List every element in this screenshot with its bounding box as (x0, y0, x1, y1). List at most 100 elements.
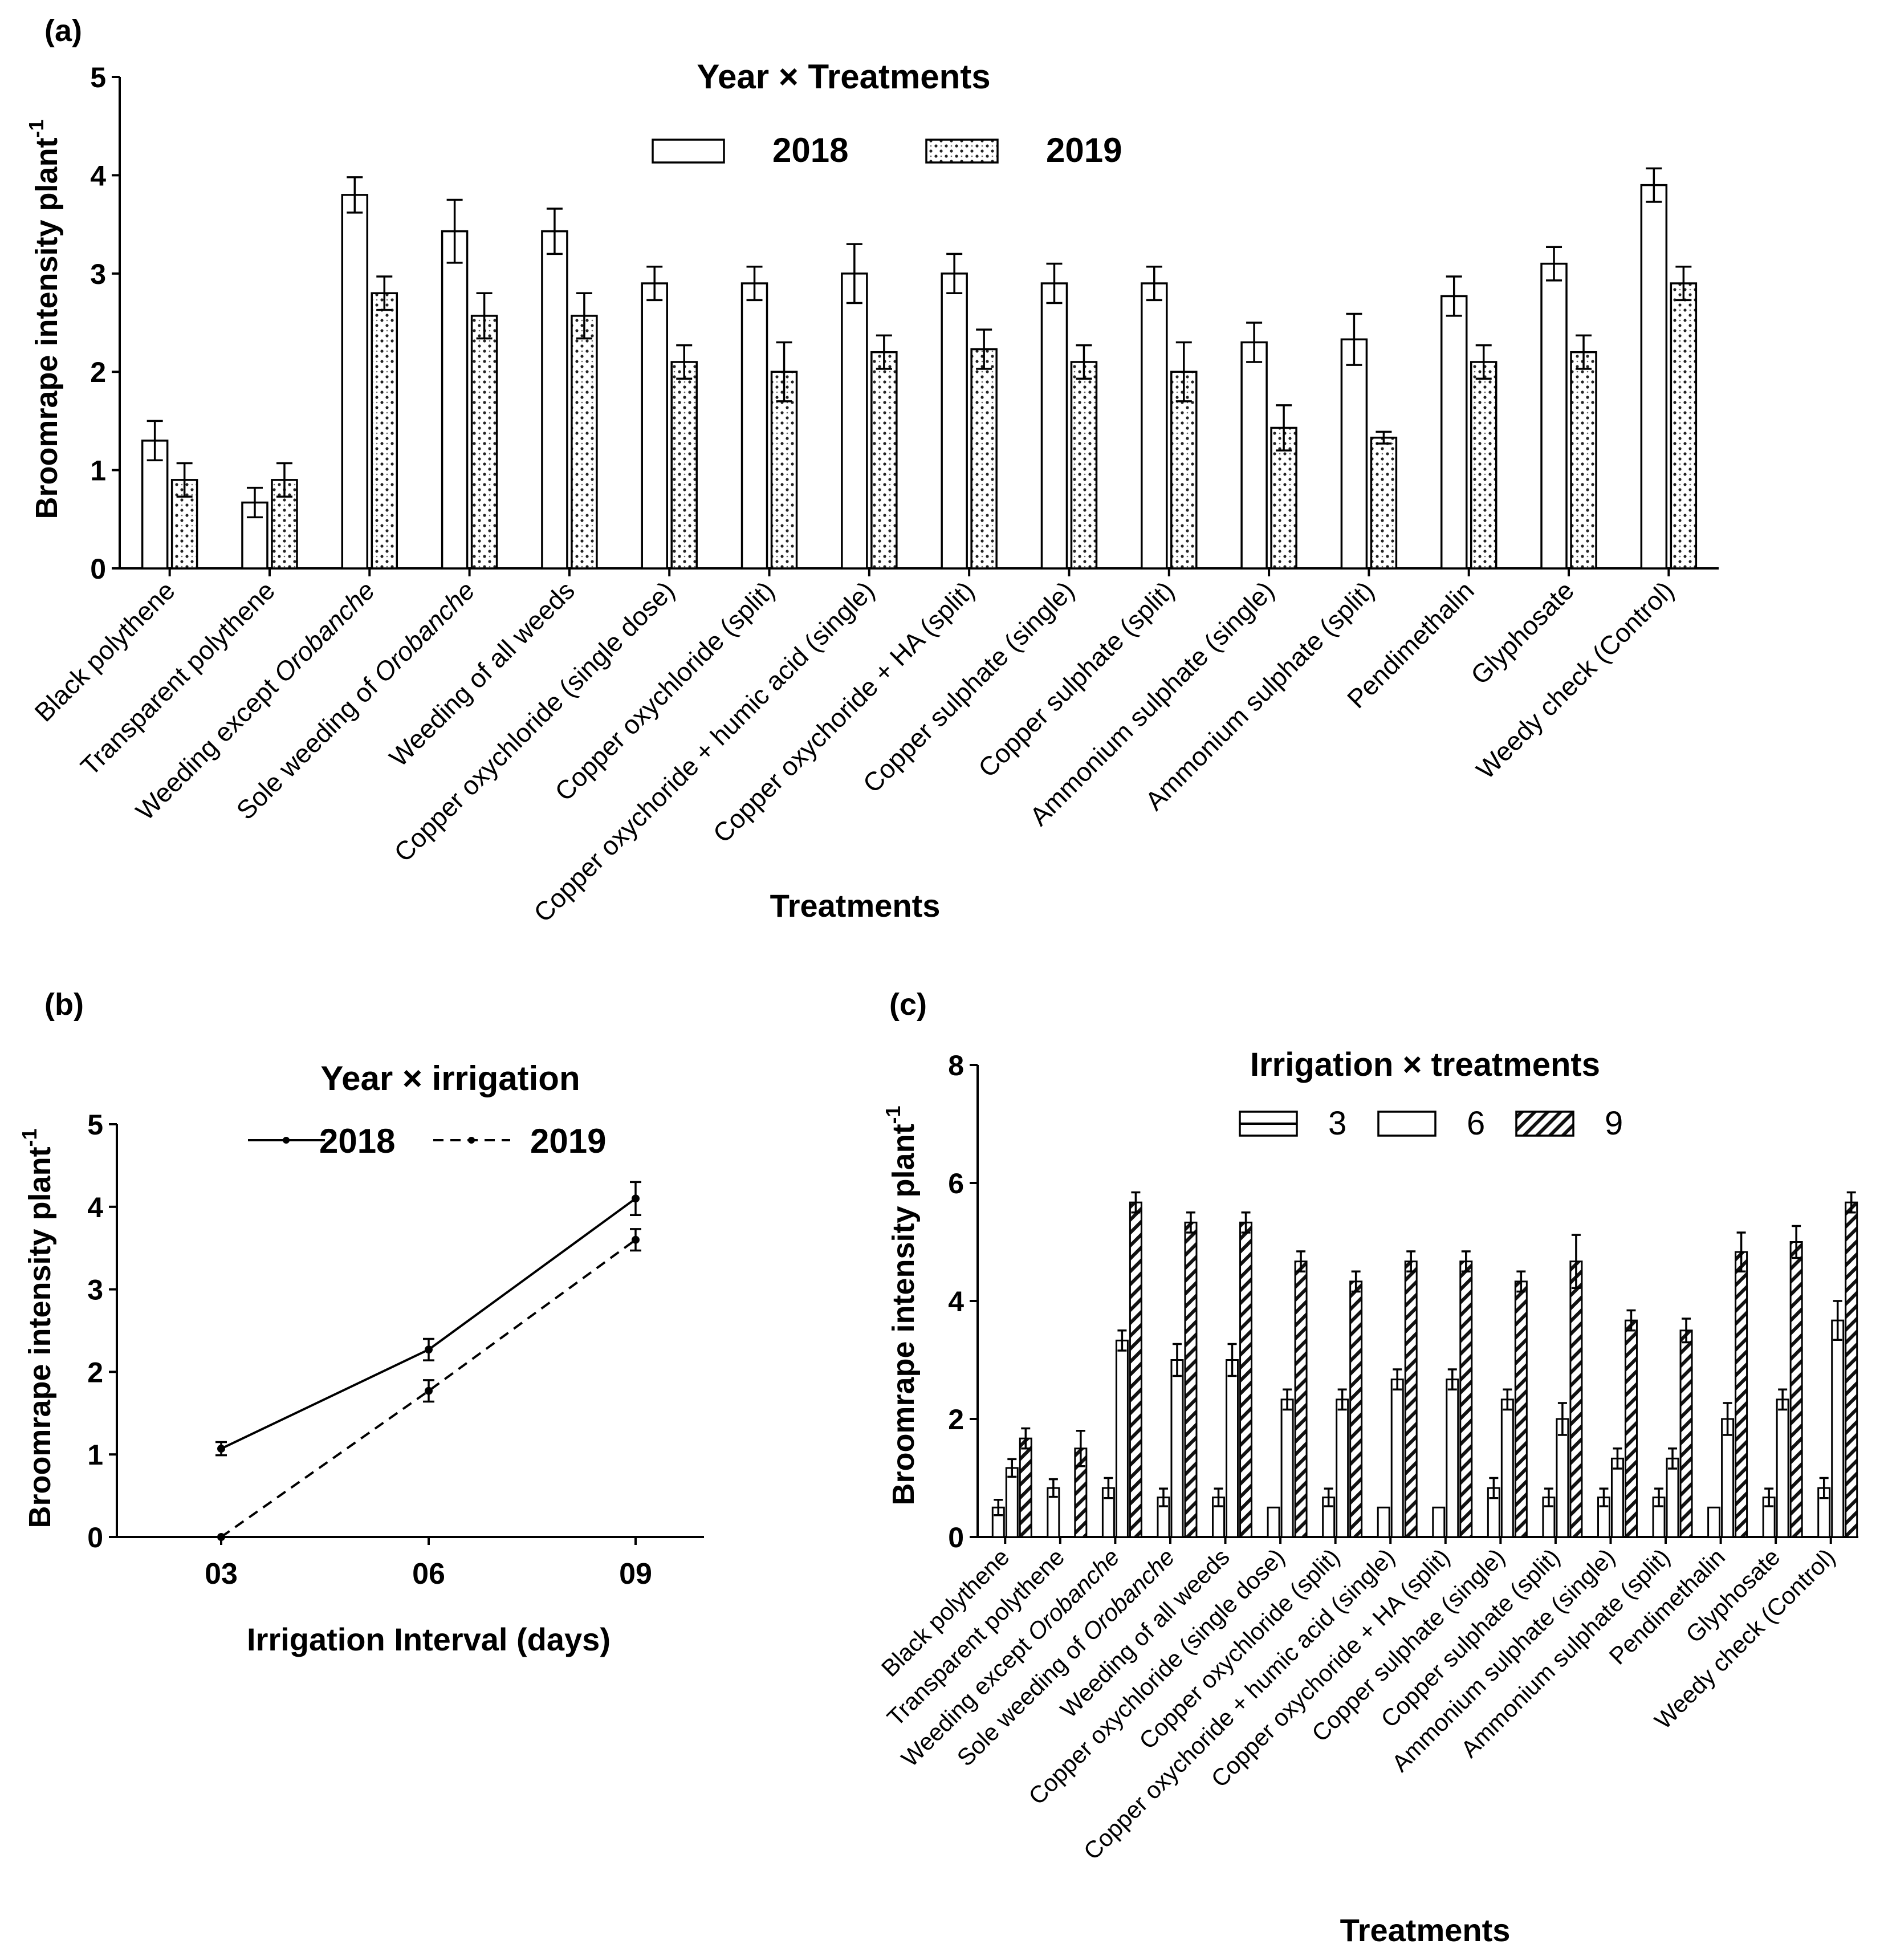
panel-c-ylabel: Broomrape intensity plant-1 (881, 1105, 921, 1505)
panel-c-legend-label: 3 (1328, 1105, 1346, 1142)
panel-c-bar-6 (1377, 1506, 1390, 1538)
panel-a-bar-2018 (641, 282, 668, 570)
panel-a-bar-2018 (441, 230, 469, 570)
panel-a-bar-2018 (1640, 184, 1668, 570)
panel-c-bar-6b (1005, 1467, 1019, 1538)
panel-a-bar-2018 (1240, 341, 1268, 570)
panel-c-bar-9 (1624, 1319, 1638, 1538)
panel-a-bar-2018 (1540, 262, 1568, 570)
panel-a-x-tick-label-text: Copper oxychoride + humic acid (single) (528, 575, 880, 928)
panel-c-bar-6 (1707, 1506, 1721, 1538)
panel-c-bar-9 (1569, 1260, 1583, 1538)
panel-c-xlabel: Treatments (1340, 1912, 1511, 1948)
panel-a-y-tick-label: 4 (90, 160, 106, 192)
panel-c-legend-swatch-9 (1515, 1111, 1574, 1137)
panel-c-bar-9 (1019, 1437, 1032, 1538)
panel-c-legend: 3 6 9 (1239, 1105, 1623, 1142)
panel-c-bar-9 (1514, 1280, 1528, 1538)
panel-c-bar-6b (1390, 1378, 1404, 1538)
panel-c-bar-9 (1129, 1201, 1142, 1538)
panel-b-xlabel: Irrigation Interval (days) (247, 1621, 611, 1657)
panel-a-bar-2019 (670, 361, 698, 570)
panel-b-legend: 2018 2019 (248, 1122, 606, 1160)
panel-b-legend-label: 2019 (530, 1122, 606, 1160)
panel-c-bar-6b (1721, 1418, 1735, 1538)
panel-a-bar-2018 (1340, 338, 1368, 570)
panel-b-title: Year × irrigation (320, 1059, 580, 1097)
panel-a-bar-2019 (970, 348, 998, 570)
panel-c-bar-6b (1776, 1398, 1789, 1538)
panel-b-legend-label: 2018 (319, 1122, 395, 1160)
panel-a-x-tick-label: Weeding of all weeds (384, 575, 580, 772)
panel-c-bar-6b (1446, 1378, 1459, 1538)
panel-c-y-tick-label: 0 (948, 1522, 964, 1554)
panel-a-bar-2018 (1141, 282, 1168, 570)
panel-b-y-tick-label: 3 (87, 1274, 103, 1306)
panel-b-x-tick-label: 03 (205, 1558, 238, 1591)
panel-a-bar-2018 (541, 230, 568, 570)
panel-b-y-tick-label: 4 (87, 1192, 103, 1223)
panel-c-bar-6b (1556, 1418, 1569, 1538)
panel-c-bar-9 (1239, 1221, 1253, 1538)
panel-c-bar-6b (1226, 1359, 1239, 1538)
panel-a-y-tick-label: 2 (90, 356, 106, 388)
panel-a-y-tick-label: 0 (90, 553, 106, 585)
panel-b-label: (b) (44, 987, 84, 1022)
panel-c-bar-9 (1294, 1260, 1308, 1538)
panel-c-title: Irrigation × treatments (1250, 1046, 1600, 1083)
panel-a-bar-2019 (571, 315, 598, 570)
panel-c-y-tick-label: 6 (948, 1168, 964, 1199)
panel-c-bar-6b (1170, 1359, 1184, 1538)
panel-a-legend-swatch-2019 (925, 139, 999, 164)
panel-c-bars (991, 1191, 1858, 1538)
panel-a-label: (a) (44, 14, 82, 48)
panel-b-point-2019 (217, 1533, 225, 1541)
panel-c-y-tick-label: 8 (948, 1050, 964, 1081)
panel-a-x-tick-label-text: Transparent polythene (75, 575, 280, 781)
panel-a-bar-2019 (1170, 371, 1198, 570)
panel-b-y-tick-label: 0 (87, 1522, 103, 1554)
panel-a-bar-2018 (1040, 282, 1068, 570)
panel-a-ylabel: Broomrape intensity plant-1 (25, 119, 64, 519)
panel-a: (a) Year × Treatments 2018 2019 0 1 2 3 4 5 Bl… (25, 14, 1719, 928)
panel-a-bar-2018 (1440, 295, 1468, 570)
panel-c-y-tick-label: 2 (948, 1404, 964, 1436)
panel-c-bar-6b (1280, 1398, 1294, 1538)
panel-c-bar-9 (1404, 1260, 1418, 1538)
panel-c-bar-9 (1735, 1251, 1748, 1538)
panel-a-legend: 2018 2019 (652, 131, 1122, 169)
panel-a-bar-2019 (1570, 351, 1597, 570)
panel-c-legend-label: 6 (1467, 1105, 1485, 1142)
panel-c-y-tick-label: 4 (948, 1286, 964, 1317)
panel-b-ylabel: Broomrape intensity plant-1 (18, 1128, 57, 1528)
panel-b-line-2018 (221, 1197, 637, 1450)
panel-a-y-tick-label: 3 (90, 258, 106, 290)
panel-a-bar-2018 (941, 273, 968, 570)
panel-a-bar-2019 (1370, 436, 1398, 570)
panel-a-bar-2019 (371, 292, 398, 570)
panel-a-x-tick-label-text: Weeding of all weeds (384, 575, 580, 772)
panel-a-x-tick-label-text: Weedy check (Control) (1470, 575, 1679, 784)
panel-b-axes: 0 1 2 3 4 5 03 06 09 (87, 1109, 704, 1591)
panel-c-bar-9 (1845, 1201, 1858, 1538)
panel-a-x-tick-label: Transparent polythene (75, 575, 280, 781)
panel-a-bar-2018 (341, 194, 369, 570)
panel-a-x-tick-label: Weedy check (Control) (1470, 575, 1679, 784)
panel-c-legend-swatch-6 (1377, 1111, 1437, 1137)
panel-b-x-tick-label: 06 (412, 1558, 445, 1591)
panel-b-y-tick-label: 1 (87, 1439, 103, 1471)
panel-a-bar-2019 (1070, 361, 1098, 570)
panel-a-x-tick-label: Copper sulphate (split) (972, 575, 1180, 783)
panel-a-legend-label: 2019 (1046, 131, 1122, 169)
panel-a-bar-2018 (740, 282, 768, 570)
panel-b-y-tick-label: 5 (87, 1109, 103, 1141)
panel-c-bar-6 (1267, 1506, 1280, 1538)
panel-a-y-tick-label: 1 (90, 455, 106, 487)
panel-c-bar-6b (1115, 1339, 1129, 1538)
panel-c-bar-9 (1459, 1260, 1473, 1538)
panel-c-bar-9 (1679, 1329, 1693, 1538)
panel-c-bar-9 (1349, 1280, 1363, 1538)
